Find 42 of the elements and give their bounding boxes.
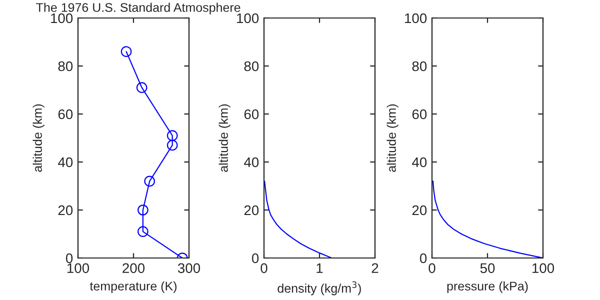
y-axis-title: altitude (km) [32,104,44,172]
x-tick-label: 0 [260,263,268,274]
y-tick-label: 0 [420,253,427,264]
y-tick-label: 40 [58,157,73,168]
x-axis-title: pressure (kPa) [447,281,528,294]
y-tick-label: 80 [244,61,259,72]
y-tick-label: 20 [244,205,259,216]
y-tick-label: 80 [58,61,73,72]
y-tick-label: 60 [412,109,427,120]
y-axis-title: altitude (km) [386,104,398,172]
x-tick-label: 0 [428,263,436,274]
y-tick-label: 40 [244,157,259,168]
y-tick-label: 20 [412,205,427,216]
y-tick-label: 0 [252,253,259,264]
point [138,204,148,216]
y-tick-label: 0 [66,253,73,264]
x-tick-label: 100 [532,263,554,274]
point [166,130,178,142]
y-tick-label: 100 [237,13,259,24]
y-tick-label: 60 [58,109,73,120]
point [144,176,156,187]
x-tick-label: 50 [480,263,495,274]
y-tick-label: 40 [412,157,427,168]
x-tick-label: 1 [316,263,323,273]
point [136,82,148,94]
point [120,46,132,58]
point [138,226,148,238]
point [166,140,178,151]
y-tick-label: 100 [51,13,73,24]
line-series [264,180,332,258]
x-tick-label: 2 [372,263,378,273]
y-axis-title: altitude (km) [218,104,230,172]
x-axis-title: density (kg/m$^{3}$) [278,281,361,296]
y-tick-label: 100 [405,13,427,24]
x-tick-label: 300 [178,263,200,274]
chart-title: The 1976 U.S. Standard Atmosphere [36,2,240,14]
x-tick-label: 200 [122,263,145,274]
y-tick-label: 80 [412,61,427,72]
x-axis-title: temperature (K) [90,281,176,294]
y-tick-label: 20 [58,205,73,216]
y-tick-label: 60 [244,109,259,120]
x-tick-label: 100 [67,263,90,274]
